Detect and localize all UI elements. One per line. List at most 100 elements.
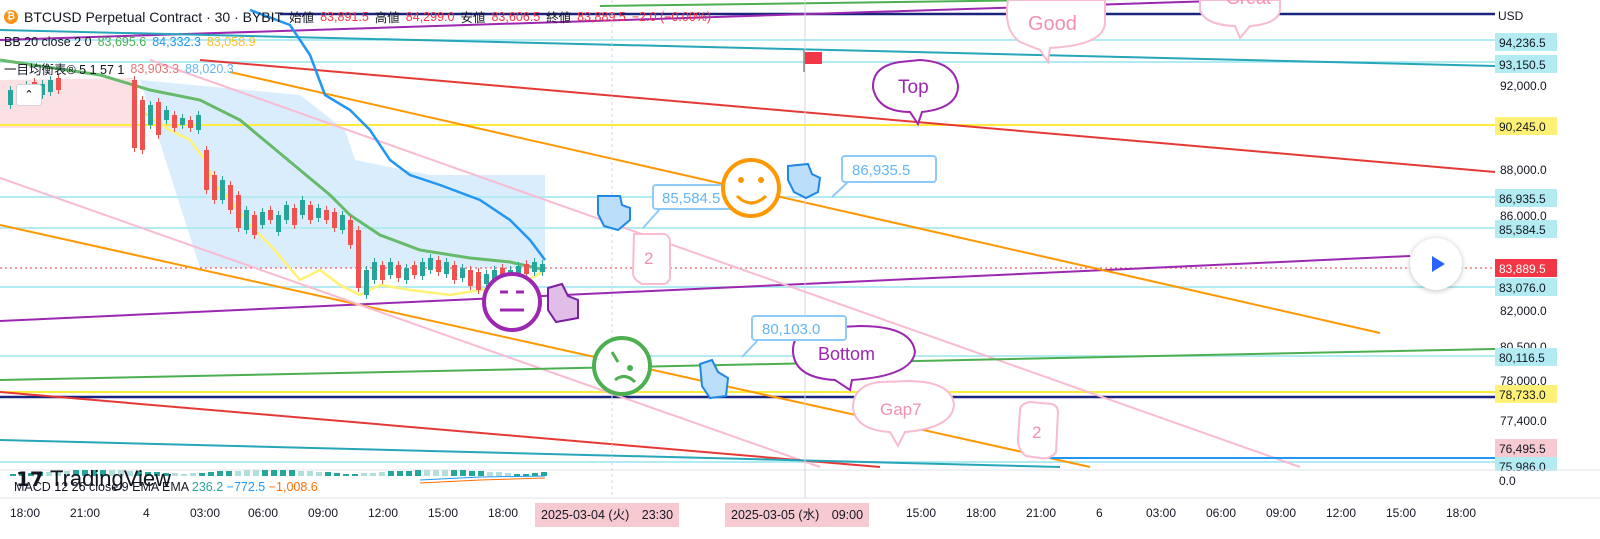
macd-bar xyxy=(190,473,196,476)
macd-bar xyxy=(487,472,493,476)
candle-body xyxy=(300,200,305,215)
price-axis-label: 82,000.0 xyxy=(1500,304,1547,318)
red-trend-bottom xyxy=(0,391,881,468)
macd-hist-value: 236.2 xyxy=(191,480,224,494)
two-marker-a[interactable]: 2 xyxy=(631,233,671,286)
pointing-hand-icon[interactable] xyxy=(698,358,730,400)
bb-lower-value: 83,058.9 xyxy=(206,35,256,49)
callout-86935[interactable]: 86,935.5 xyxy=(831,155,937,198)
price-tag: 78,733.0 xyxy=(1499,388,1546,402)
candle-body xyxy=(452,265,457,280)
currency-label: USD xyxy=(1498,9,1524,23)
top-label: Top xyxy=(898,77,929,98)
candle-body xyxy=(212,175,217,200)
flag-icon[interactable] xyxy=(803,50,822,72)
macd-line-value: −772.5 xyxy=(226,480,266,494)
green-trend-bottom xyxy=(0,348,1496,381)
bottom-bubble[interactable]: Bottom xyxy=(791,324,917,392)
purple-trend-top xyxy=(0,0,1277,41)
macd-bar xyxy=(271,470,277,476)
macd-bar xyxy=(496,472,502,476)
macd-bar xyxy=(469,471,475,476)
top-bubble[interactable]: Top xyxy=(871,58,960,127)
macd-bar xyxy=(55,471,61,476)
macd-bar xyxy=(226,471,232,476)
time-axis-label: 21:00 xyxy=(70,506,100,520)
macd-bar xyxy=(10,474,16,476)
price-tag-bg xyxy=(1495,220,1557,238)
bb-label[interactable]: BB 20 close 2 0 xyxy=(4,35,92,49)
candle-body xyxy=(132,80,137,148)
great-bubble[interactable]: Great xyxy=(1199,0,1281,40)
purple-trend-mid xyxy=(0,255,1411,322)
pointing-hand-icon[interactable] xyxy=(597,195,631,232)
great-label: Great xyxy=(1226,0,1271,8)
ichimoku-label[interactable]: 一目均衡表® 5 1 57 1 xyxy=(4,63,125,77)
macd-label[interactable]: MACD 12 26 close 9 EMA EMA xyxy=(14,480,189,494)
bb-upper-value: 84,332.3 xyxy=(152,35,201,49)
macd-legend[interactable]: MACD 12 26 close 9 EMA EMA 236.2 −772.5 … xyxy=(14,480,318,494)
scroll-to-realtime-button[interactable] xyxy=(1410,238,1462,290)
callout-85584-label: 85,584.5 xyxy=(662,190,720,207)
neutral-face-icon[interactable] xyxy=(482,272,542,332)
candle-body xyxy=(444,262,449,274)
candle-body xyxy=(428,258,433,270)
good-label: Good xyxy=(1028,13,1077,35)
price-axis-label: 77,400.0 xyxy=(1500,414,1547,428)
price-tag: 83,076.0 xyxy=(1499,281,1546,295)
macd-bar xyxy=(73,470,79,476)
macd-bar xyxy=(388,471,394,476)
candle-body xyxy=(500,268,505,278)
macd-bar xyxy=(523,474,529,476)
bb-upper-blue xyxy=(249,8,546,261)
candle-body xyxy=(420,262,425,276)
price-tag: 90,245.0 xyxy=(1499,120,1546,134)
bb-legend[interactable]: BB 20 close 2 0 83,695.6 84,332.3 83,058… xyxy=(4,35,256,49)
price-tag: 93,150.5 xyxy=(1499,58,1546,72)
time-axis-label: 03:00 xyxy=(1146,506,1176,520)
candle-body xyxy=(276,215,281,232)
candle-body xyxy=(180,118,185,125)
gap-bubble[interactable]: Gap7 xyxy=(851,379,956,449)
collapse-legend-button[interactable]: ⌃ xyxy=(16,84,42,106)
candle-body xyxy=(188,120,193,128)
ohlc-high-label: 高値 xyxy=(374,11,400,25)
pink-trend-b xyxy=(149,59,1301,468)
bb-basis-value: 83,695.6 xyxy=(97,35,147,49)
candle-body xyxy=(372,262,377,280)
macd-bar xyxy=(451,470,457,476)
smile-face-icon[interactable] xyxy=(721,158,781,218)
candle-body xyxy=(228,185,233,210)
candle-body xyxy=(484,274,489,284)
macd-bar xyxy=(478,471,484,476)
candle-body xyxy=(460,268,465,278)
macd-bar xyxy=(442,470,448,476)
candle-body xyxy=(8,90,13,105)
macd-bar xyxy=(262,470,268,476)
macd-bar xyxy=(37,472,43,476)
time-axis-label: 12:00 xyxy=(1326,506,1356,520)
pointing-hand-icon[interactable] xyxy=(787,162,822,200)
macd-bar xyxy=(154,472,160,476)
macd-bar xyxy=(532,473,538,476)
two-marker-b[interactable]: 2 xyxy=(1016,400,1060,460)
symbol-legend[interactable]: ₿ BTCUSD Perpetual Contract · 30 · BYBIT… xyxy=(4,7,711,26)
time-axis-label: 4 xyxy=(143,506,150,520)
pointing-hand-icon[interactable] xyxy=(547,282,579,324)
symbol-title[interactable]: BTCUSD Perpetual Contract · 30 · BYBIT xyxy=(24,8,284,25)
callout-86935-label: 86,935.5 xyxy=(852,162,910,179)
candle-body xyxy=(356,230,361,288)
cyan-trend-top xyxy=(0,29,1496,67)
two-label-a: 2 xyxy=(644,249,653,268)
callout-80103[interactable]: 80,103.0 xyxy=(741,315,847,358)
good-bubble[interactable]: Good xyxy=(1005,0,1106,65)
price-tag-bg xyxy=(1495,471,1557,489)
candle-body xyxy=(48,80,53,92)
candle-body xyxy=(524,264,529,274)
ichimoku-legend[interactable]: 一目均衡表® 5 1 57 1 83,903.3 88,020.3 xyxy=(4,59,234,78)
signal-line xyxy=(419,477,546,484)
macd-bar xyxy=(19,473,25,476)
worried-face-icon[interactable] xyxy=(592,336,652,396)
price-tag-bg xyxy=(1495,55,1557,73)
